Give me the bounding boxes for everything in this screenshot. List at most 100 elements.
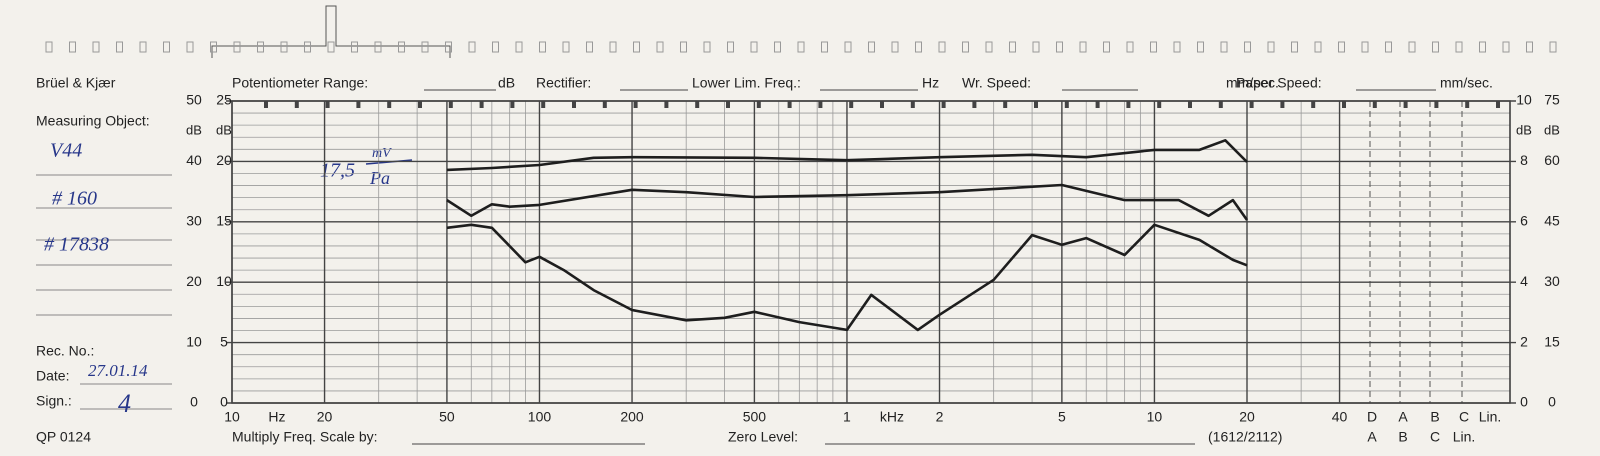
sprocket [1220,41,1228,53]
time-mark [756,101,761,108]
sprocket [703,41,711,53]
time-mark [787,101,792,108]
y-tick-label: 10 [1516,92,1532,108]
time-mark [541,101,546,108]
sprocket [468,41,476,53]
sprocket [1267,41,1275,53]
x-tick-label: 10 [224,409,240,425]
sprocket [351,41,358,53]
sprocket [962,41,969,53]
y-tick-label: 45 [1544,213,1560,229]
time-mark [664,101,669,108]
y-tick-label: 30 [1544,273,1560,289]
sprocket [210,41,217,53]
brand: Brüel & Kjær [36,75,116,91]
x-tick-label: 500 [743,409,767,425]
time-mark [356,101,361,108]
weighting-label: Lin. [1453,429,1476,445]
sprocket [1056,41,1063,53]
sprocket [1197,41,1204,53]
sprocket [797,41,805,53]
y-tick-label: 40 [186,152,202,168]
y-unit: dB [1544,122,1560,137]
response-curve [446,139,1248,172]
x-tick-label: 20 [317,409,333,425]
sprocket [492,41,499,53]
sprocket [727,41,734,53]
response-curve [446,223,1248,332]
sprocket [1079,41,1087,53]
header-field: Lower Lim. Freq.: [692,75,801,91]
time-mark [1434,101,1439,108]
x-tick-label: 20 [1239,409,1255,425]
form-label: (1612/2112) [1208,429,1282,445]
y-tick-label: 25 [216,92,232,108]
time-mark [1064,101,1069,108]
weighting-label: C [1430,429,1440,445]
time-mark [1157,101,1162,108]
time-mark [695,101,700,108]
time-mark [479,101,484,108]
sprocket [562,41,570,53]
weighting-label: A [1398,409,1408,425]
sprocket [1338,41,1345,53]
sprocket [1526,41,1533,53]
header-field: dB [498,75,515,91]
y-tick-label: 8 [1520,152,1528,168]
sprocket [398,41,405,53]
form-label: Sign.: [36,393,72,409]
sprocket [257,41,264,53]
time-mark [602,101,607,108]
sprocket [633,41,640,53]
time-mark [1249,101,1254,108]
form-label: Zero Level: [728,429,798,445]
weighting-label: B [1430,409,1439,425]
y-tick-label: 4 [1520,273,1528,289]
y-unit: dB [216,122,232,137]
sprocket [1502,41,1510,53]
x-tick-label: 50 [439,409,455,425]
time-mark [418,101,422,108]
sprocket [539,41,546,53]
time-mark [818,101,823,108]
x-tick-label: 1 [843,409,851,425]
sprocket [1150,41,1157,53]
x-unit: kHz [880,409,904,425]
response-curve [446,183,1249,221]
form-label: Measuring Object: [36,113,150,129]
sprocket [1103,41,1110,53]
y-tick-label: 0 [190,394,198,410]
sprocket [1455,41,1463,53]
x-tick-label: 100 [528,409,552,425]
time-mark [1126,101,1131,108]
sprocket [821,41,828,53]
sprocket [45,41,53,53]
header-field: Wr. Speed: [962,75,1031,91]
y-tick-label: 15 [1544,333,1560,349]
y-tick-label: 60 [1544,152,1560,168]
sprocket [280,41,288,53]
time-mark [1003,101,1008,108]
registration-mark [211,5,451,58]
sprocket [1126,41,1134,53]
time-mark [1403,101,1408,108]
sprocket [139,41,147,53]
x-tick-label: 2 [936,409,944,425]
weighting-label: Lin. [1479,409,1502,425]
sprocket [656,41,664,53]
sprocket [774,41,781,53]
time-mark [510,101,515,108]
sprocket [609,41,617,53]
time-mark [1188,101,1192,108]
time-mark [1095,101,1100,108]
sprocket [116,41,123,53]
time-mark [1280,101,1285,108]
time-mark [910,101,915,108]
handwritten: 17,5 [320,160,355,182]
sprocket [1361,41,1369,53]
x-unit: Hz [268,409,285,425]
y-tick-label: 15 [216,213,232,229]
time-mark [972,101,977,108]
sprocket [445,41,452,53]
